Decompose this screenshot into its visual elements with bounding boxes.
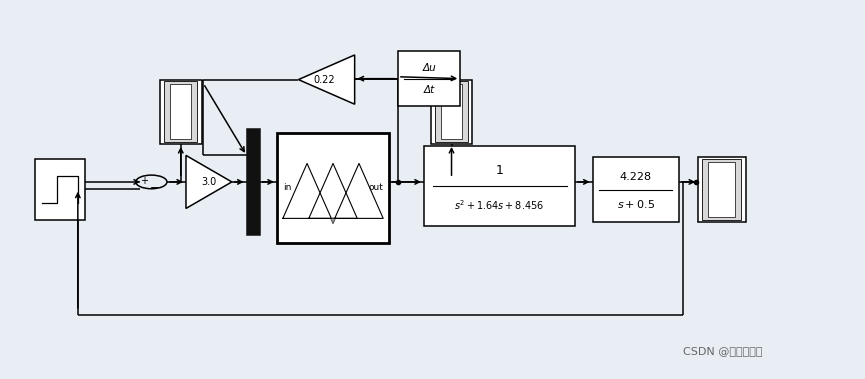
- FancyBboxPatch shape: [424, 146, 575, 226]
- Text: −: −: [151, 183, 159, 193]
- FancyBboxPatch shape: [398, 51, 460, 106]
- Text: 4.228: 4.228: [619, 172, 652, 182]
- FancyBboxPatch shape: [170, 84, 191, 139]
- FancyBboxPatch shape: [593, 157, 679, 222]
- FancyBboxPatch shape: [247, 129, 260, 235]
- FancyBboxPatch shape: [435, 81, 468, 142]
- FancyBboxPatch shape: [441, 84, 462, 139]
- Text: in: in: [283, 183, 292, 192]
- Polygon shape: [186, 155, 232, 208]
- FancyBboxPatch shape: [431, 80, 472, 144]
- FancyBboxPatch shape: [702, 159, 741, 220]
- Text: 0.22: 0.22: [314, 75, 336, 85]
- Text: 3.0: 3.0: [202, 177, 216, 187]
- FancyBboxPatch shape: [35, 159, 85, 220]
- FancyBboxPatch shape: [160, 80, 202, 144]
- Text: $s^2+1.64s+8.456$: $s^2+1.64s+8.456$: [454, 198, 545, 211]
- Text: out: out: [368, 183, 383, 192]
- Text: $s+0.5$: $s+0.5$: [617, 198, 655, 210]
- Text: 1: 1: [496, 164, 503, 177]
- FancyBboxPatch shape: [698, 157, 746, 222]
- Text: Δt: Δt: [423, 85, 435, 95]
- Text: +: +: [140, 176, 149, 186]
- FancyBboxPatch shape: [277, 133, 389, 243]
- FancyBboxPatch shape: [164, 81, 197, 142]
- Text: CSDN @有盐、在见: CSDN @有盐、在见: [683, 346, 763, 356]
- FancyBboxPatch shape: [708, 162, 735, 217]
- Polygon shape: [298, 55, 355, 104]
- Text: Δu: Δu: [422, 63, 436, 73]
